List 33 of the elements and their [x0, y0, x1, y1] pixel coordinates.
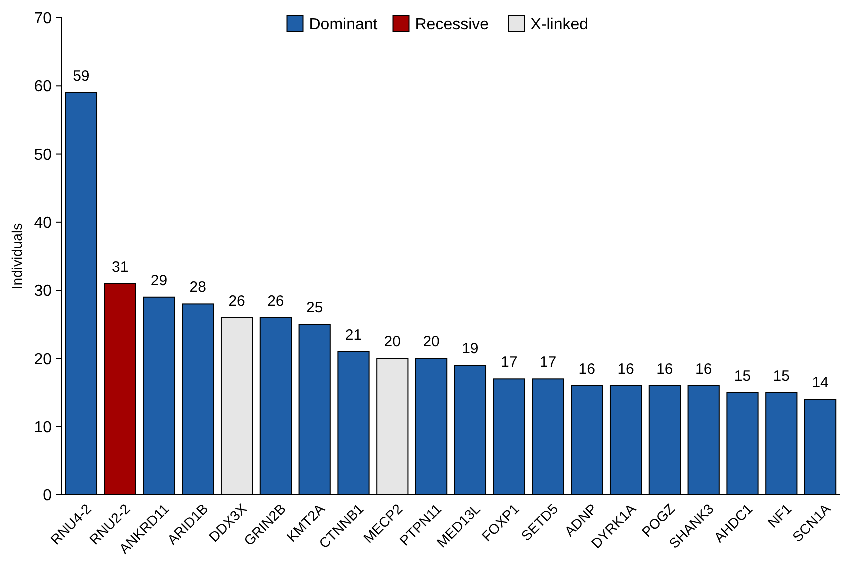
data-label: 16 [578, 360, 596, 378]
y-tick-label: 70 [34, 10, 52, 28]
data-label: 16 [618, 360, 634, 378]
data-label: 26 [228, 292, 246, 310]
data-label: 25 [306, 300, 324, 317]
y-tick-label: 40 [34, 215, 52, 232]
data-label: 19 [462, 340, 479, 358]
y-axis-title: Individuals [9, 223, 25, 290]
legend-label: X-linked [530, 16, 589, 34]
data-label: 14 [812, 374, 829, 392]
legend-label: Recessive [415, 16, 490, 34]
data-label: 28 [190, 279, 206, 296]
data-label: 16 [696, 360, 712, 378]
data-label: 15 [734, 368, 752, 385]
y-tick-label: 20 [34, 351, 52, 368]
y-tick-label: 30 [34, 283, 52, 300]
y-tick-label: 50 [34, 146, 52, 164]
y-tick-label: 10 [34, 419, 52, 436]
data-label: 31 [112, 258, 129, 276]
data-label: 20 [384, 334, 401, 351]
data-label: 59 [73, 68, 90, 85]
data-label: 21 [345, 326, 362, 344]
data-label: 20 [423, 334, 440, 351]
data-label: 29 [150, 272, 168, 290]
data-label: 16 [656, 360, 674, 378]
data-label: 17 [540, 354, 557, 372]
data-label: 17 [501, 354, 518, 372]
legend-label: Dominant [309, 16, 378, 34]
data-label: 26 [268, 292, 284, 310]
data-label: 15 [773, 368, 790, 385]
x-tick-label: NF1 [764, 500, 795, 531]
y-tick-label: 0 [43, 488, 52, 505]
y-tick-label: 60 [34, 78, 52, 96]
